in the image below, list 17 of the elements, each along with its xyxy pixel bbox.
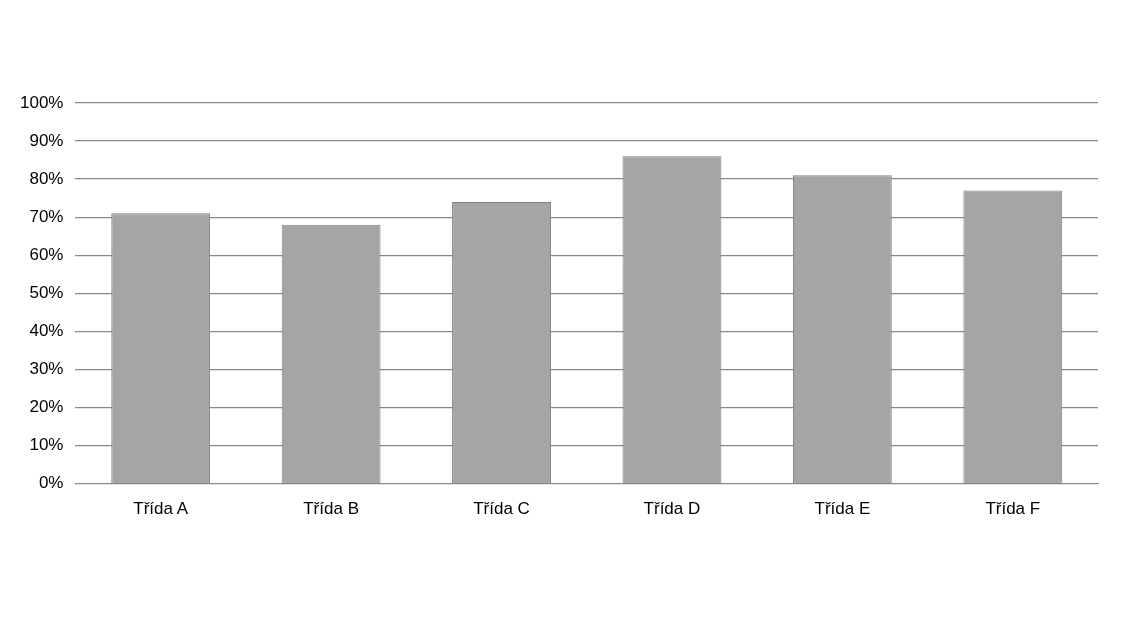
y-tick-label: 0%	[38, 473, 64, 493]
y-tick-label: 40%	[29, 321, 64, 341]
x-tick-label: Třída E	[814, 499, 871, 519]
y-tick-label: 100%	[20, 92, 64, 112]
y-tick-label: 80%	[29, 168, 64, 188]
y-tick-label: 60%	[29, 244, 64, 264]
x-tick-label: Třída B	[303, 499, 359, 519]
y-tick-label: 90%	[29, 130, 64, 150]
x-tick-label: Třída F	[985, 499, 1041, 519]
y-tick-label: 10%	[29, 435, 64, 455]
x-tick-label: Třída C	[473, 499, 530, 519]
y-tick-label: 30%	[29, 359, 64, 379]
x-tick-label: Třída A	[133, 499, 189, 519]
x-tick-label: Třída D	[643, 499, 701, 519]
y-tick-label: 20%	[29, 397, 64, 417]
y-tick-label: 70%	[29, 206, 64, 226]
y-tick-label: 50%	[29, 282, 64, 302]
